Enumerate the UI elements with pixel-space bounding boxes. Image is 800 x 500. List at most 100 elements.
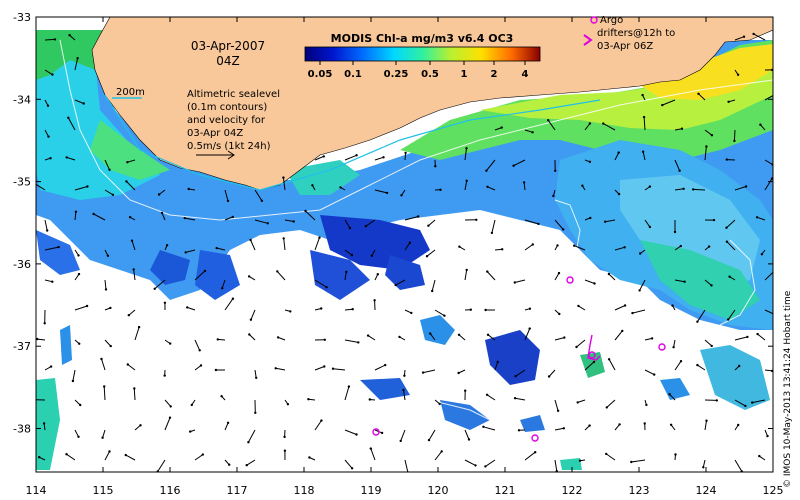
velocity-arrow-head [562, 228, 565, 231]
colorbar-tick-label: 0.25 [384, 69, 409, 80]
velocity-arrow [44, 279, 53, 283]
velocity-arrow [74, 186, 88, 191]
velocity-arrow [523, 182, 526, 191]
velocity-arrow [513, 159, 526, 167]
velocity-arrow-head [325, 286, 328, 289]
velocity-arrow [44, 129, 49, 137]
velocity-arrow [639, 279, 646, 291]
velocity-arrow-head [109, 344, 112, 348]
velocity-arrow-head [282, 176, 285, 179]
velocity-arrow [128, 309, 136, 316]
velocity-arrow [314, 155, 324, 161]
velocity-arrow-head [512, 164, 515, 167]
velocity-arrow [669, 393, 676, 401]
velocity-arrow-head [641, 150, 645, 153]
colorbar-tick-label: 0.1 [344, 69, 362, 80]
velocity-arrow-head [431, 289, 434, 293]
velocity-arrow [157, 459, 166, 472]
velocity-arrow [426, 249, 436, 257]
velocity-arrow-head [776, 314, 778, 316]
velocity-arrow [726, 241, 736, 251]
velocity-arrow-head [710, 284, 713, 287]
velocity-arrow-head [744, 185, 748, 188]
velocity-arrow-head [163, 374, 166, 377]
velocity-arrow-head [201, 453, 204, 456]
velocity-arrow [727, 309, 736, 320]
velocity-arrow [365, 219, 376, 227]
velocity-arrow-head [308, 456, 311, 459]
velocity-arrow-head [725, 226, 728, 229]
velocity-arrow-head [101, 436, 104, 439]
y-tick-label: -37 [13, 340, 31, 353]
velocity-arrow-head [674, 453, 677, 456]
velocity-arrow-head [125, 180, 128, 183]
velocity-arrow-head [554, 169, 557, 172]
velocity-arrow-head [522, 181, 526, 184]
velocity-arrow-head [77, 435, 80, 438]
velocity-arrow [734, 459, 743, 472]
velocity-arrow [74, 99, 84, 104]
velocity-arrow-head [528, 327, 531, 330]
velocity-arrow-head [531, 243, 534, 246]
velocity-arrow [693, 188, 706, 191]
velocity-arrow-head [672, 346, 675, 349]
velocity-arrow [733, 129, 736, 141]
velocity-arrow-head [36, 337, 39, 341]
velocity-arrow-head [82, 102, 85, 105]
velocity-arrow-head [186, 306, 189, 309]
colorbar: MODIS Chl-a mg/m3 v6.4 OC3 0.05 0.1 0.25 0.… [304, 32, 541, 80]
velocity-arrow-head [602, 122, 605, 125]
velocity-arrow-head [752, 32, 755, 36]
velocity-arrow-head [92, 212, 95, 216]
velocity-arrow [276, 271, 286, 281]
velocity-arrow-head [77, 254, 80, 257]
velocity-arrow [554, 337, 565, 341]
velocity-arrow-head [49, 157, 52, 160]
velocity-arrow-head [537, 222, 540, 226]
velocity-arrow [464, 148, 467, 161]
velocity-arrow-head [746, 335, 749, 339]
velocity-arrow [578, 305, 586, 311]
velocity-arrow-head [100, 357, 103, 361]
velocity-arrow [524, 328, 531, 341]
velocity-arrow-head [469, 308, 472, 311]
x-tick-label: 125 [763, 484, 784, 497]
velocity-arrow-head [153, 287, 156, 290]
velocity-arrow [614, 330, 623, 341]
velocity-arrow-head [127, 314, 130, 317]
velocity-arrow-head [696, 320, 699, 323]
velocity-arrow [614, 305, 626, 311]
velocity-arrow-head [394, 283, 397, 287]
velocity-arrow-head [364, 225, 367, 228]
velocity-arrow-head [552, 194, 555, 198]
velocity-arrow [674, 159, 681, 171]
velocity-arrow [127, 159, 136, 163]
velocity-arrow-head [46, 104, 50, 107]
velocity-arrow [254, 189, 263, 202]
velocity-arrow-head [465, 179, 468, 182]
velocity-arrow [74, 211, 77, 221]
velocity-arrow-head [247, 275, 251, 278]
velocity-arrow-head [607, 358, 611, 361]
velocity-arrow-head [339, 186, 342, 189]
velocity-arrow [194, 365, 202, 371]
velocity-arrow [224, 298, 234, 311]
velocity-arrow [284, 219, 294, 222]
velocity-arrow [247, 429, 256, 443]
velocity-arrow-head [581, 184, 584, 187]
velocity-arrow [642, 151, 646, 161]
y-tick-label: -38 [13, 423, 31, 436]
velocity-arrow-head [705, 145, 708, 148]
velocity-arrow-head [322, 155, 325, 158]
velocity-arrow [133, 269, 136, 281]
velocity-arrow-head [457, 333, 461, 336]
velocity-arrow-head [534, 451, 537, 454]
velocity-arrow-head [439, 188, 442, 191]
velocity-arrow [187, 306, 196, 311]
velocity-arrow-head [231, 297, 235, 300]
velocity-arrow [464, 459, 476, 466]
velocity-arrow [704, 146, 707, 161]
map-time: 04Z [216, 54, 240, 68]
velocity-arrow-head [57, 245, 60, 249]
velocity-arrow-head [773, 270, 775, 272]
